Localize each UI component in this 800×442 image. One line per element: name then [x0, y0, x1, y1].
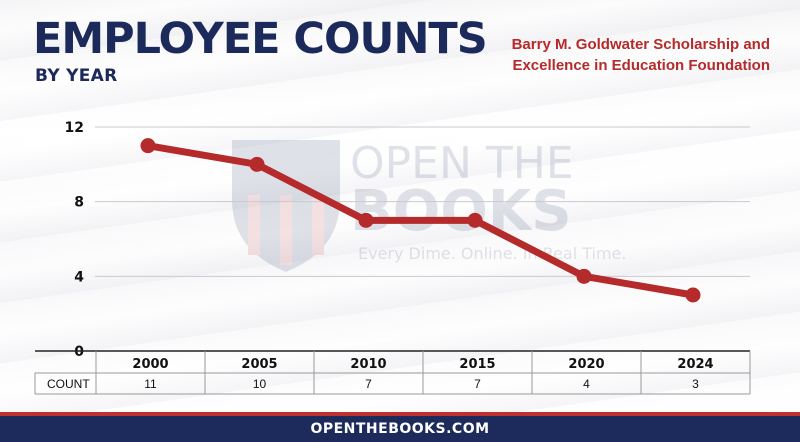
- watermark: OPEN THE BOOKS Every Dime. Online. In Re…: [232, 138, 626, 272]
- watermark-shield-icon: [232, 140, 340, 272]
- page-title: EMPLOYEE COUNTS: [33, 14, 488, 64]
- y-tick-label: 4: [74, 269, 84, 285]
- data-point: [685, 287, 701, 303]
- y-tick-label: 8: [74, 195, 84, 211]
- data-point: [467, 212, 483, 228]
- page-subtitle: BY YEAR: [35, 66, 118, 86]
- organization-name: Barry M. Goldwater Scholarship and Excel…: [470, 34, 770, 76]
- x-tick-label: 2020: [568, 357, 604, 372]
- data-point: [140, 138, 156, 154]
- table-value: 7: [365, 377, 372, 391]
- table-row-label: COUNT: [47, 377, 90, 391]
- watermark-stripe: [248, 195, 260, 255]
- table-value: 7: [474, 377, 481, 391]
- y-tick-label: 0: [74, 344, 84, 360]
- x-tick-label: 2010: [350, 357, 386, 372]
- footer-accent-bar: [0, 412, 800, 416]
- x-tick-label: 2005: [241, 357, 277, 372]
- organization-line-2: Excellence in Education Foundation: [512, 57, 770, 74]
- footer-website: OPENTHEBOOKS.COM: [0, 416, 800, 442]
- watermark-tagline: Every Dime. Online. In Real Time.: [358, 244, 626, 263]
- grid-lines: [95, 126, 750, 277]
- watermark-line2: BOOKS: [350, 179, 572, 244]
- data-point: [576, 268, 592, 284]
- data-point: [358, 212, 374, 228]
- table-value: 11: [144, 377, 157, 391]
- table-value: 10: [253, 377, 267, 391]
- table-value: 3: [692, 377, 699, 391]
- table-value: 4: [583, 377, 590, 391]
- series-line: [144, 142, 697, 299]
- y-tick-label: 12: [65, 120, 84, 136]
- organization-line-1: Barry M. Goldwater Scholarship and: [511, 36, 770, 53]
- chart-svg: OPEN THE BOOKS Every Dime. Online. In Re…: [34, 120, 751, 395]
- watermark-stripe: [312, 195, 324, 255]
- x-tick-label: 2024: [677, 357, 713, 372]
- data-point: [249, 156, 265, 172]
- watermark-line1: OPEN THE: [350, 138, 574, 189]
- data-table: COUNT 2000 11 2005 10 2010 7 2015 7 2020 4 2024 3: [34, 350, 751, 395]
- y-axis-ticks: 0 4 8 12: [65, 120, 85, 360]
- series-employee-count: [140, 138, 701, 303]
- x-tick-label: 2015: [459, 357, 495, 372]
- x-tick-label: 2000: [132, 357, 168, 372]
- watermark-stripe: [280, 195, 292, 265]
